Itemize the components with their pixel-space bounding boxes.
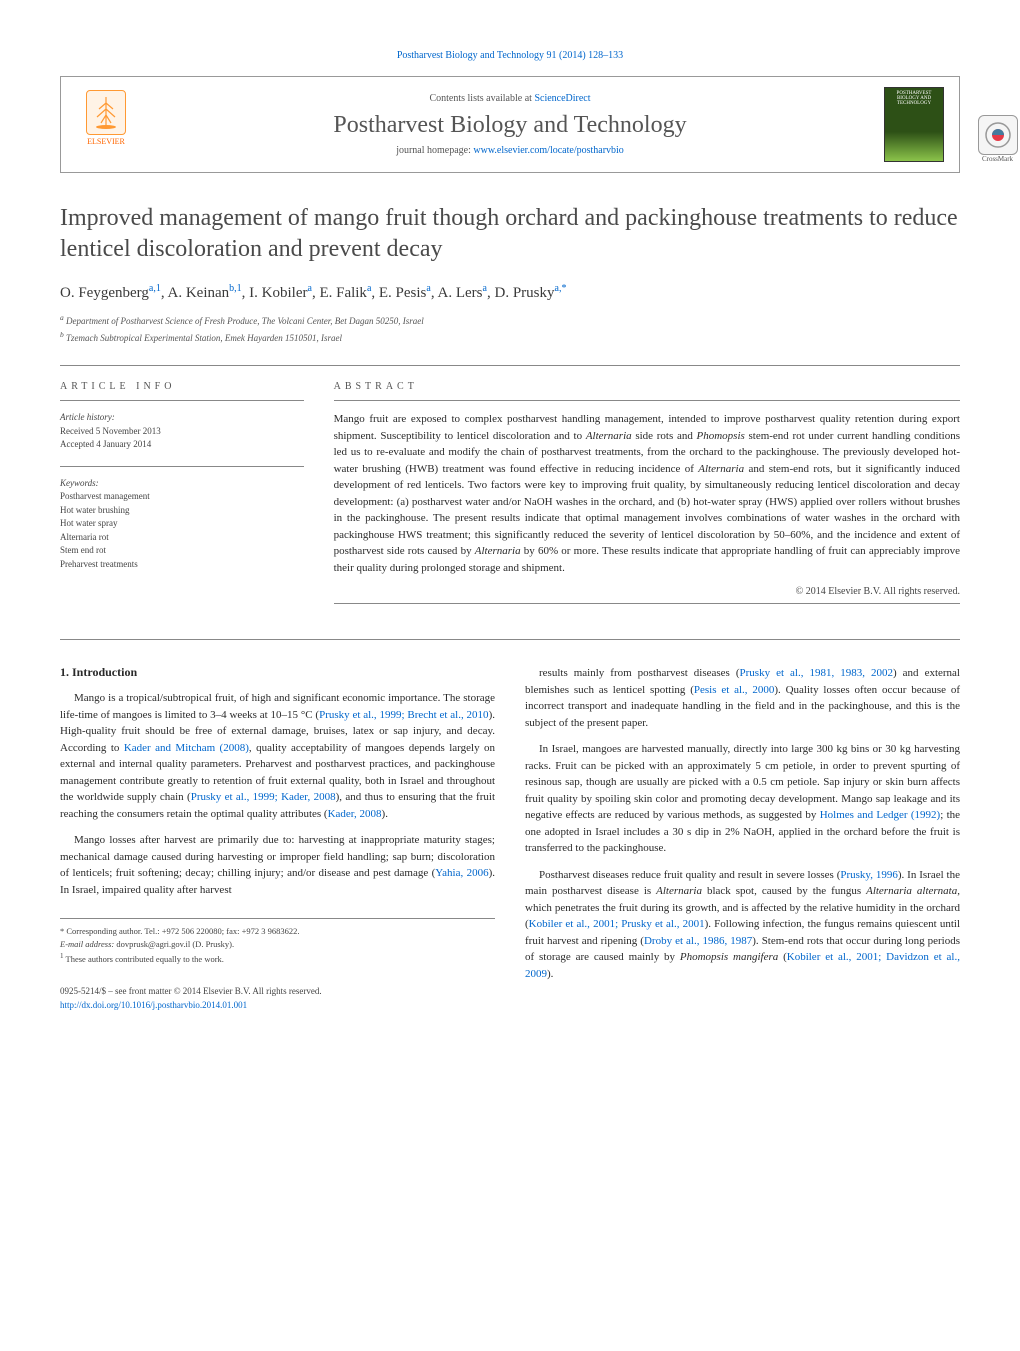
contents-available: Contents lists available at ScienceDirec… [136, 93, 884, 104]
info-rule [60, 400, 304, 401]
elsevier-logo: ELSEVIER [76, 90, 136, 160]
copyright-line: © 2014 Elsevier B.V. All rights reserved… [334, 586, 960, 597]
keywords-list: Postharvest managementHot water brushing… [60, 491, 150, 569]
history-label: Article history: [60, 412, 115, 422]
affiliation-a: a Department of Postharvest Science of F… [60, 312, 960, 329]
article-history: Article history: Received 5 November 201… [60, 411, 304, 452]
crossmark-icon [978, 115, 1018, 155]
masthead-center: Contents lists available at ScienceDirec… [136, 93, 884, 156]
journal-name: Postharvest Biology and Technology [136, 112, 884, 139]
footer-bar: 0925-5214/$ – see front matter © 2014 El… [60, 985, 495, 1012]
abstract-text: Mango fruit are exposed to complex posth… [334, 411, 960, 576]
abstract-bottom-rule [334, 603, 960, 604]
divider-top [60, 365, 960, 366]
journal-homepage: journal homepage: www.elsevier.com/locat… [136, 145, 884, 156]
body-column-right: results mainly from postharvest diseases… [525, 665, 960, 1012]
article-title: Improved management of mango fruit thoug… [60, 203, 960, 265]
info-abstract-row: ARTICLE INFO Article history: Received 5… [60, 381, 960, 614]
elsevier-tree-icon [86, 90, 126, 135]
abstract-rule [334, 400, 960, 401]
author-list: O. Feygenberga,1, A. Keinanb,1, I. Kobil… [60, 283, 960, 302]
sciencedirect-link[interactable]: ScienceDirect [534, 93, 590, 104]
body-text-right: results mainly from postharvest diseases… [525, 665, 960, 982]
equal-contribution: 1 These authors contributed equally to t… [60, 951, 495, 966]
footnotes: * Corresponding author. Tel.: +972 506 2… [60, 918, 495, 965]
abstract-heading: ABSTRACT [334, 381, 960, 392]
journal-cover-thumbnail: POSTHARVEST BIOLOGY AND TECHNOLOGY [884, 87, 944, 162]
contents-prefix: Contents lists available at [429, 93, 534, 104]
introduction-heading: 1. Introduction [60, 665, 495, 680]
article-info-column: ARTICLE INFO Article history: Received 5… [60, 381, 304, 614]
crossmark-label: CrossMark [982, 155, 1013, 163]
email-line: E-mail address: dovprusk@agri.gov.il (D.… [60, 938, 495, 951]
article-info-heading: ARTICLE INFO [60, 381, 304, 392]
issn-line: 0925-5214/$ – see front matter © 2014 El… [60, 985, 495, 999]
email-link[interactable]: dovprusk@agri.gov.il [116, 939, 190, 949]
divider-mid [60, 639, 960, 640]
homepage-link[interactable]: www.elsevier.com/locate/postharvbio [473, 145, 623, 156]
body-columns: 1. Introduction Mango is a tropical/subt… [60, 665, 960, 1012]
homepage-prefix: journal homepage: [396, 145, 473, 156]
keywords-label: Keywords: [60, 478, 99, 488]
corresponding-author: * Corresponding author. Tel.: +972 506 2… [60, 925, 495, 938]
received-date: Received 5 November 2013 [60, 426, 161, 436]
masthead: ELSEVIER Contents lists available at Sci… [60, 76, 960, 173]
keywords-rule [60, 466, 304, 467]
affiliations: a Department of Postharvest Science of F… [60, 312, 960, 345]
abstract-column: ABSTRACT Mango fruit are exposed to comp… [334, 381, 960, 614]
accepted-date: Accepted 4 January 2014 [60, 439, 151, 449]
doi-link[interactable]: http://dx.doi.org/10.1016/j.postharvbio.… [60, 1000, 247, 1010]
crossmark-badge[interactable]: CrossMark [970, 115, 1020, 170]
body-text-left: Mango is a tropical/subtropical fruit, o… [60, 690, 495, 898]
body-column-left: 1. Introduction Mango is a tropical/subt… [60, 665, 495, 1012]
elsevier-label: ELSEVIER [87, 137, 125, 146]
affiliation-b: b Tzemach Subtropical Experimental Stati… [60, 329, 960, 346]
keywords-block: Keywords: Postharvest managementHot wate… [60, 477, 304, 572]
running-header: Postharvest Biology and Technology 91 (2… [60, 50, 960, 61]
